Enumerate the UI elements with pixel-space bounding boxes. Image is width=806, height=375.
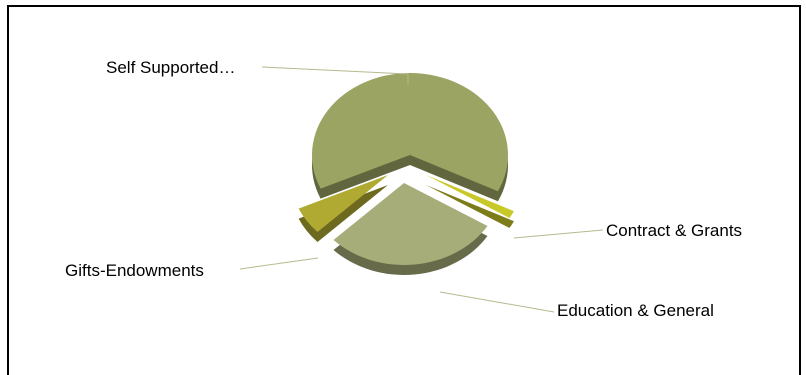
leader-gifts-endowments (239, 257, 319, 270)
slice-self-supported (312, 72, 509, 192)
label-self-supported: Self Supported… (106, 58, 235, 77)
label-gifts-endowments: Gifts-Endowments (65, 261, 204, 280)
slice-education-general (333, 183, 488, 265)
leader-self-supported (261, 66, 409, 84)
slice-contract-grants-side (426, 185, 514, 228)
leader-education-general (439, 291, 555, 313)
chart-frame (7, 5, 801, 375)
slice-contract-grants (426, 175, 514, 218)
label-education-general: Education & General (557, 301, 714, 320)
leader-contract-grants (513, 229, 604, 239)
label-contract-grants: Contract & Grants (606, 221, 742, 240)
slice-gifts-endowments (298, 175, 388, 232)
